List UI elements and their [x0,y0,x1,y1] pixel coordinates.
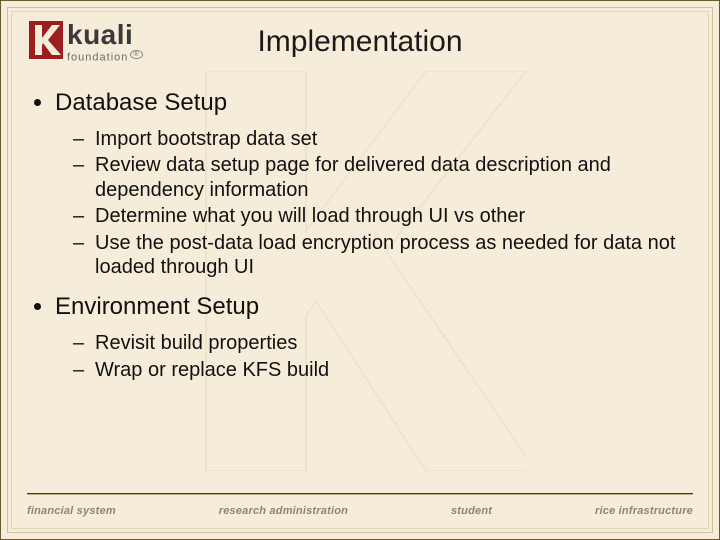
footer-item: rice infrastructure [595,505,693,517]
footer-item: student [451,505,492,517]
bullet-list: Database Setup Import bootstrap data set… [31,89,689,382]
sub-bullet-item: Use the post-data load encryption proces… [95,231,689,280]
sub-bullet-list: Import bootstrap data set Review data se… [55,127,689,279]
footer-item: financial system [27,505,116,517]
footer-item: research administration [219,505,348,517]
bullet-item: Environment Setup Revisit build properti… [55,293,689,382]
slide: kuali foundation® Implementation Databas… [0,0,720,540]
sub-bullet-item: Review data setup page for delivered dat… [95,153,689,202]
slide-body: Database Setup Import bootstrap data set… [31,83,689,396]
slide-title: Implementation [1,25,719,59]
bullet-label: Database Setup [55,89,227,116]
sub-bullet-item: Determine what you will load through UI … [95,204,689,228]
sub-bullet-list: Revisit build properties Wrap or replace… [55,331,689,382]
footer-divider [27,493,693,495]
sub-bullet-item: Wrap or replace KFS build [95,358,689,382]
footer: financial system research administration… [27,505,693,517]
bullet-item: Database Setup Import bootstrap data set… [55,89,689,279]
bullet-label: Environment Setup [55,293,259,320]
sub-bullet-item: Revisit build properties [95,331,689,355]
sub-bullet-item: Import bootstrap data set [95,127,689,151]
